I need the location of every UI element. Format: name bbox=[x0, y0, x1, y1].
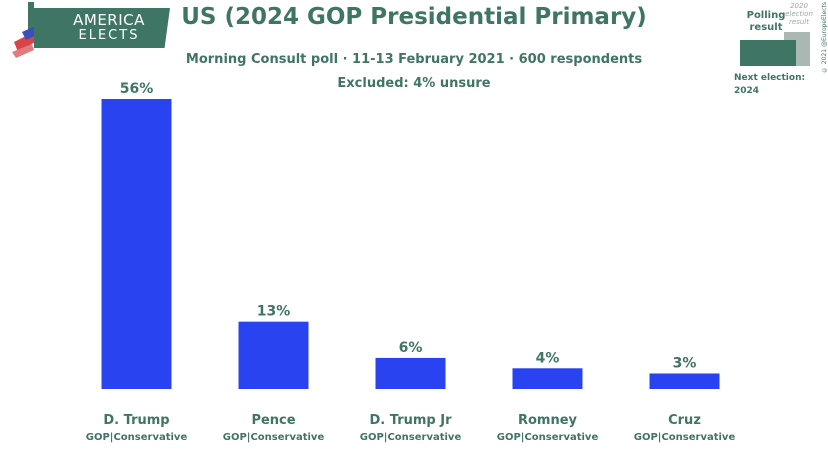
logo-line-1: AMERICA bbox=[73, 11, 145, 29]
bar-value-label: 6% bbox=[399, 340, 423, 356]
category-label: D. Trump bbox=[103, 413, 169, 428]
legend-polling-label: Polling result bbox=[746, 10, 786, 33]
category-party-label: GOP|Conservative bbox=[223, 432, 325, 443]
chart-note: Excluded: 4% unsure bbox=[337, 76, 491, 91]
chart-subtitle: Morning Consult poll · 11-13 February 20… bbox=[185, 52, 643, 67]
category-party-label: GOP|Conservative bbox=[360, 432, 462, 443]
logo-text: AMERICA ELECTS bbox=[64, 12, 154, 44]
category-label: D. Trump Jr bbox=[370, 413, 453, 428]
category-label: Pence bbox=[251, 413, 295, 428]
bar-pence bbox=[238, 321, 309, 389]
category-label: Cruz bbox=[668, 413, 701, 428]
legend-previous-label: 2020 election result bbox=[785, 2, 813, 26]
legend-next-election-label: Next election: bbox=[734, 73, 806, 83]
category-party-label: GOP|Conservative bbox=[497, 432, 599, 443]
bar-value-label: 13% bbox=[257, 304, 291, 320]
bar-value-label: 3% bbox=[673, 355, 697, 371]
legend-next-election-year: 2024 bbox=[734, 86, 760, 96]
bar-cruz bbox=[649, 373, 720, 389]
bar-value-label: 4% bbox=[536, 350, 560, 366]
logo-band bbox=[34, 8, 170, 48]
bar-d-trump bbox=[101, 99, 172, 389]
legend: Polling result 2020 election result Next… bbox=[734, 0, 828, 100]
bar-romney bbox=[512, 368, 583, 389]
category-party-label: GOP|Conservative bbox=[634, 432, 736, 443]
category-label: Romney bbox=[518, 413, 578, 428]
category-party-label: GOP|Conservative bbox=[86, 432, 188, 443]
legend-polling-swatch bbox=[740, 40, 796, 66]
chart-title: US (2024 GOP Presidential Primary) bbox=[181, 4, 647, 30]
bar-d-trump-jr bbox=[375, 357, 446, 389]
logo-line-2: ELECTS bbox=[78, 28, 140, 43]
bar-value-label: 56% bbox=[120, 81, 154, 97]
